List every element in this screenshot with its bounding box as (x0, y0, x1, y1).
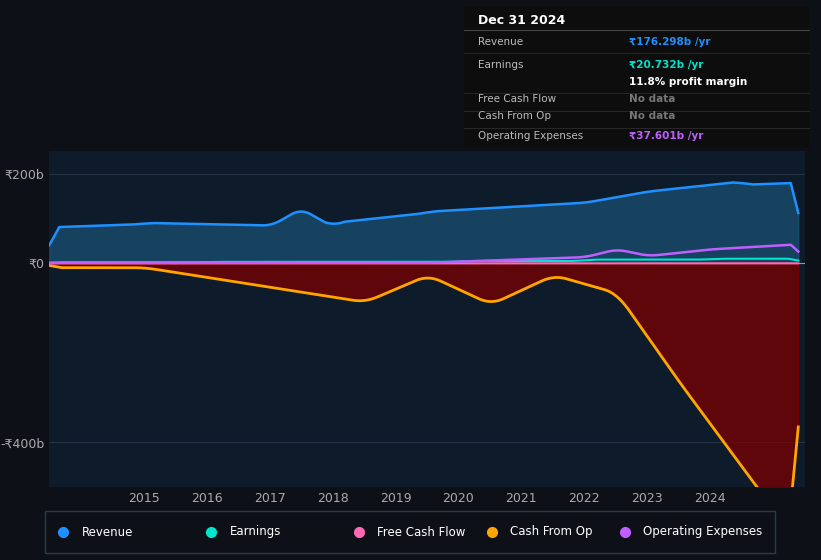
Text: Earnings: Earnings (230, 525, 281, 539)
Text: Revenue: Revenue (478, 37, 523, 47)
Text: Dec 31 2024: Dec 31 2024 (478, 14, 565, 27)
Text: Cash From Op: Cash From Op (511, 525, 593, 539)
Text: Free Cash Flow: Free Cash Flow (478, 94, 556, 104)
Text: 11.8% profit margin: 11.8% profit margin (630, 77, 748, 87)
Text: ₹20.732b /yr: ₹20.732b /yr (630, 60, 704, 70)
Text: ₹37.601b /yr: ₹37.601b /yr (630, 131, 704, 141)
Text: Free Cash Flow: Free Cash Flow (377, 525, 466, 539)
Text: Revenue: Revenue (82, 525, 133, 539)
Text: Earnings: Earnings (478, 60, 523, 70)
Text: No data: No data (630, 94, 676, 104)
Text: ₹176.298b /yr: ₹176.298b /yr (630, 37, 711, 47)
Text: No data: No data (630, 111, 676, 122)
Text: Operating Expenses: Operating Expenses (478, 131, 583, 141)
Text: Cash From Op: Cash From Op (478, 111, 551, 122)
Text: Operating Expenses: Operating Expenses (644, 525, 763, 539)
